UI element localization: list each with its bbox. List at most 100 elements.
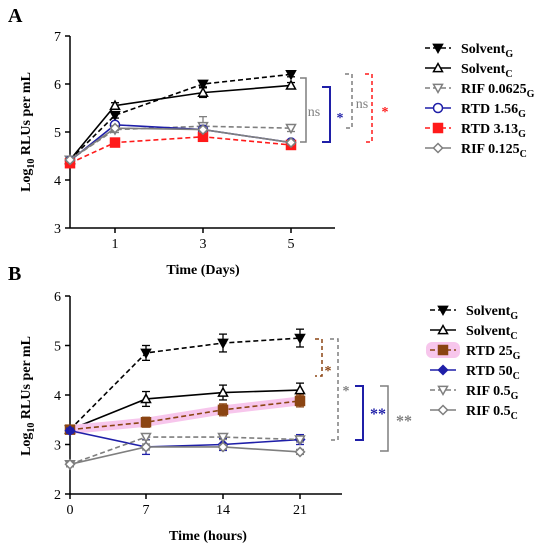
legend-label: SolventG bbox=[466, 304, 518, 322]
y-tick-label: 5 bbox=[54, 340, 61, 355]
panel-a-legend: SolventG SolventC RIF 0.0625G RTD 1.56G RTD … bbox=[425, 42, 535, 160]
panel-b-letter: B bbox=[8, 263, 21, 285]
y-tick-label: 4 bbox=[54, 389, 61, 404]
panel-b-annot-3: ** bbox=[370, 406, 386, 423]
series-line bbox=[69, 123, 292, 162]
data-point bbox=[294, 333, 306, 345]
legend-item: RIF 0.125C bbox=[425, 142, 527, 160]
legend-swatch-marker bbox=[437, 404, 449, 416]
series-line bbox=[69, 84, 292, 161]
legend-item: SolventG bbox=[425, 42, 513, 60]
legend-item: RTD 50C bbox=[430, 364, 520, 382]
legend-label: RTD 3.13G bbox=[461, 122, 526, 140]
legend-item: RTD 3.13G bbox=[425, 122, 526, 140]
legend-label: RTD 1.56G bbox=[461, 102, 526, 120]
series-6 bbox=[64, 122, 297, 166]
data-point bbox=[285, 136, 297, 149]
y-tick-label: 3 bbox=[54, 439, 61, 454]
series-line bbox=[69, 337, 301, 431]
legend-swatch-marker bbox=[432, 102, 444, 114]
x-tick-label: 14 bbox=[216, 503, 230, 518]
x-tick-label: 3 bbox=[200, 237, 207, 252]
panel-a-bracket-ns-1 bbox=[300, 77, 307, 143]
data-point bbox=[64, 458, 76, 470]
panel-b: B 2 3 4 5 6 0 7 14 21 Time (hours) Log10 RLUs p… bbox=[8, 263, 521, 544]
series-6 bbox=[64, 441, 306, 470]
panel-b-bracket-double-2 bbox=[380, 385, 389, 452]
legend-swatch-marker bbox=[432, 122, 444, 134]
data-point bbox=[140, 441, 152, 453]
series-line bbox=[69, 446, 301, 466]
y-tick-label: 2 bbox=[54, 488, 61, 503]
series-line bbox=[69, 389, 301, 431]
series-line bbox=[69, 73, 292, 161]
legend-swatch-marker bbox=[432, 61, 444, 73]
legend-label: RIF 0.0625G bbox=[461, 82, 535, 100]
data-point bbox=[294, 435, 306, 446]
panel-a-annot-2: * bbox=[337, 111, 344, 126]
panel-a-series bbox=[64, 70, 297, 169]
legend-label: RTD 25G bbox=[466, 344, 521, 362]
series-line bbox=[69, 436, 301, 466]
panel-b-bracket-double-1 bbox=[355, 385, 364, 441]
data-point bbox=[197, 124, 209, 136]
legend-item: RIF 0.5C bbox=[430, 404, 518, 422]
series-line bbox=[69, 125, 292, 161]
panel-b-y-ticks: 2 3 4 5 6 bbox=[54, 290, 70, 503]
legend-label: SolventG bbox=[461, 42, 513, 60]
y-tick-label: 6 bbox=[54, 290, 61, 305]
data-point bbox=[109, 110, 121, 122]
x-tick-label: 5 bbox=[288, 237, 295, 252]
legend-item: RIF 0.5G bbox=[430, 384, 519, 402]
legend-label: RIF 0.125C bbox=[461, 142, 527, 160]
data-point bbox=[109, 99, 121, 110]
y-tick-label: 5 bbox=[54, 126, 61, 141]
series-line bbox=[69, 429, 301, 448]
panel-b-bracket-star-2 bbox=[330, 338, 339, 441]
panel-a-bracket-star-1 bbox=[322, 86, 331, 143]
y-tick-label: 6 bbox=[54, 78, 61, 93]
panel-b-annot-1: * bbox=[325, 364, 332, 379]
data-point bbox=[217, 404, 229, 416]
data-point bbox=[217, 338, 229, 350]
x-tick-label: 7 bbox=[143, 503, 150, 518]
legend-label: SolventC bbox=[461, 62, 513, 80]
legend-swatch-marker bbox=[432, 83, 444, 95]
x-tick-label: 1 bbox=[112, 237, 119, 252]
panel-a-annot-4: * bbox=[382, 105, 389, 120]
panel-a-bracket-ns-2 bbox=[345, 73, 353, 129]
panel-a-y-title: Log10 RLUs per mL bbox=[19, 72, 37, 192]
data-point bbox=[109, 137, 121, 148]
data-point bbox=[64, 425, 76, 437]
panel-b-legend: SolventG SolventC RTD 25G RTD 50C RIF 0.5G RI… bbox=[426, 304, 521, 422]
legend-swatch-marker bbox=[437, 323, 449, 335]
panel-b-annot-2: * bbox=[343, 384, 350, 399]
panel-b-x-ticks: 0 7 14 21 bbox=[67, 494, 307, 518]
legend-swatch-marker bbox=[437, 305, 449, 317]
legend-item: SolventG bbox=[430, 304, 518, 322]
legend-swatch-marker bbox=[437, 344, 449, 356]
data-point bbox=[109, 122, 121, 134]
series-2 bbox=[64, 79, 297, 165]
legend-item: RIF 0.0625G bbox=[425, 82, 535, 100]
panel-b-x-title: Time (hours) bbox=[169, 529, 247, 544]
panel-b-y-title: Log10 RLUs per mL bbox=[19, 336, 37, 456]
data-point bbox=[285, 123, 297, 135]
panel-a-x-title: Time (Days) bbox=[166, 263, 240, 278]
series-5 bbox=[64, 432, 306, 471]
panel-b-series bbox=[64, 328, 306, 471]
data-point bbox=[285, 79, 297, 90]
legend-swatch-marker bbox=[432, 43, 444, 55]
y-tick-label: 4 bbox=[54, 174, 61, 189]
data-point bbox=[294, 446, 306, 458]
legend-swatch-marker bbox=[432, 142, 444, 154]
panel-a-annot-3: ns bbox=[356, 97, 368, 112]
legend-label: RIF 0.5C bbox=[466, 404, 518, 422]
data-point bbox=[140, 432, 152, 444]
legend-label: RIF 0.5G bbox=[466, 384, 519, 402]
legend-label: RTD 50C bbox=[466, 364, 520, 382]
panel-a-annot-1: ns bbox=[308, 105, 320, 120]
panel-a-y-ticks: 3 4 5 6 7 bbox=[54, 30, 70, 237]
legend-item: SolventC bbox=[425, 61, 513, 80]
data-point bbox=[217, 432, 229, 444]
